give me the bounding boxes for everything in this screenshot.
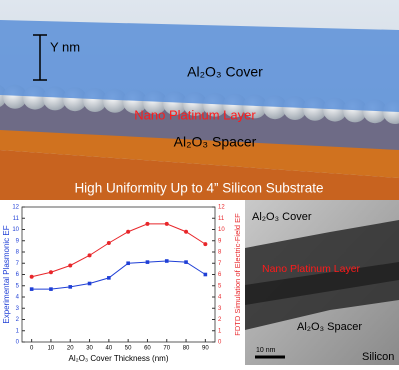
marker — [165, 259, 169, 263]
tem-platinum-label: Nano Platinum Layer — [262, 263, 361, 275]
x-tick-label: 60 — [144, 346, 151, 352]
marker — [204, 273, 208, 277]
scale-label: 10 nm — [256, 347, 276, 354]
tem-substrate-label: Silicon — [362, 351, 394, 363]
x-tick-label: 20 — [67, 346, 74, 352]
schematic: Y nm Al₂O₃ Cover Nano Platinum Layer Al₂… — [0, 0, 399, 200]
y-tick-label: 10 — [12, 227, 19, 233]
y2-tick-label: 11 — [218, 216, 225, 222]
marker — [68, 264, 72, 268]
x-tick-label: 30 — [86, 346, 93, 352]
x-tick-label: 50 — [125, 346, 132, 352]
tem-cover-label: Al₂O₃ Cover — [252, 211, 312, 223]
y-tick-label: 11 — [13, 216, 20, 222]
marker — [30, 275, 34, 279]
marker — [88, 282, 92, 286]
x-tick-label: 90 — [202, 346, 209, 352]
banner: High Uniformity Up to 4” Silicon Substra… — [74, 181, 323, 196]
marker — [184, 260, 188, 264]
marker — [68, 285, 72, 289]
marker — [145, 222, 149, 226]
platinum-label: Nano Platinum Layer — [134, 107, 256, 122]
marker — [49, 270, 53, 274]
tem-spacer-label: Al₂O₃ Spacer — [297, 321, 362, 333]
marker — [88, 253, 92, 257]
y-tick-label: 12 — [12, 205, 19, 211]
marker — [107, 241, 111, 245]
y2-tick-label: 10 — [218, 227, 225, 233]
marker — [146, 260, 150, 264]
chart-background — [0, 200, 245, 365]
y2-axis-label: FDTD Simulation of Electric-Field EF — [233, 213, 242, 336]
thickness-label: Y nm — [50, 39, 80, 54]
spacer-label: Al₂O₃ Spacer — [174, 134, 257, 150]
figure: Y nm Al₂O₃ Cover Nano Platinum Layer Al₂… — [0, 0, 399, 365]
x-axis-label: Al₂O₃ Cover Thickness (nm) — [68, 354, 168, 363]
marker — [30, 287, 34, 291]
marker — [203, 242, 207, 246]
marker — [49, 287, 53, 291]
x-tick-label: 40 — [106, 346, 113, 352]
y2-tick-label: 12 — [218, 205, 225, 211]
marker — [184, 230, 188, 234]
x-tick-label: 70 — [163, 346, 170, 352]
x-tick-label: 10 — [48, 346, 55, 352]
marker — [107, 276, 111, 280]
x-tick-label: 80 — [183, 346, 190, 352]
tem-image: Al₂O₃ Cover Nano Platinum Layer Al₂O₃ Sp… — [245, 200, 399, 365]
marker — [126, 261, 130, 265]
marker — [165, 222, 169, 226]
y-axis-label: Experimental Plasmonic EF — [2, 225, 11, 323]
cover-label: Al₂O₃ Cover — [187, 64, 263, 80]
marker — [126, 230, 130, 234]
